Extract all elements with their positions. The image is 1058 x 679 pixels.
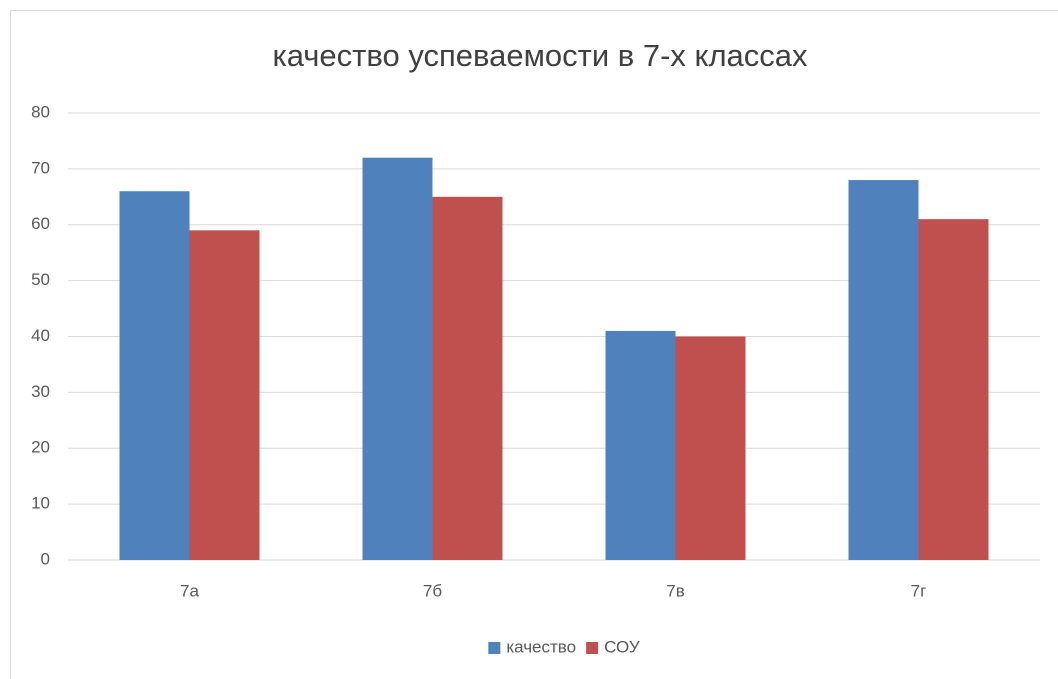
chart-title: качество успеваемости в 7-х классах	[272, 38, 808, 73]
bar	[918, 219, 989, 560]
bar	[675, 336, 746, 560]
bar	[189, 230, 260, 560]
bar	[848, 180, 919, 561]
legend-label: СОУ	[604, 637, 640, 656]
y-tick-label: 40	[31, 326, 50, 345]
y-tick-label: 0	[41, 549, 50, 568]
x-tick-label: 7б	[423, 581, 442, 600]
x-tick-label: 7г	[911, 581, 927, 600]
y-tick-label: 10	[31, 494, 50, 513]
bar	[362, 157, 433, 560]
y-tick-label: 70	[31, 158, 50, 177]
legend-swatch	[488, 642, 501, 654]
legend-swatch	[586, 642, 599, 654]
bar	[432, 196, 503, 560]
legend-label: качество	[506, 637, 576, 656]
bar	[119, 191, 190, 560]
x-tick-label: 7в	[666, 581, 685, 600]
y-tick-label: 30	[31, 382, 50, 401]
y-tick-label: 50	[31, 270, 50, 289]
y-tick-label: 60	[31, 214, 50, 233]
bar	[605, 330, 676, 560]
y-tick-label: 20	[31, 438, 50, 457]
y-tick-label: 80	[31, 102, 50, 121]
x-tick-label: 7а	[180, 581, 199, 600]
